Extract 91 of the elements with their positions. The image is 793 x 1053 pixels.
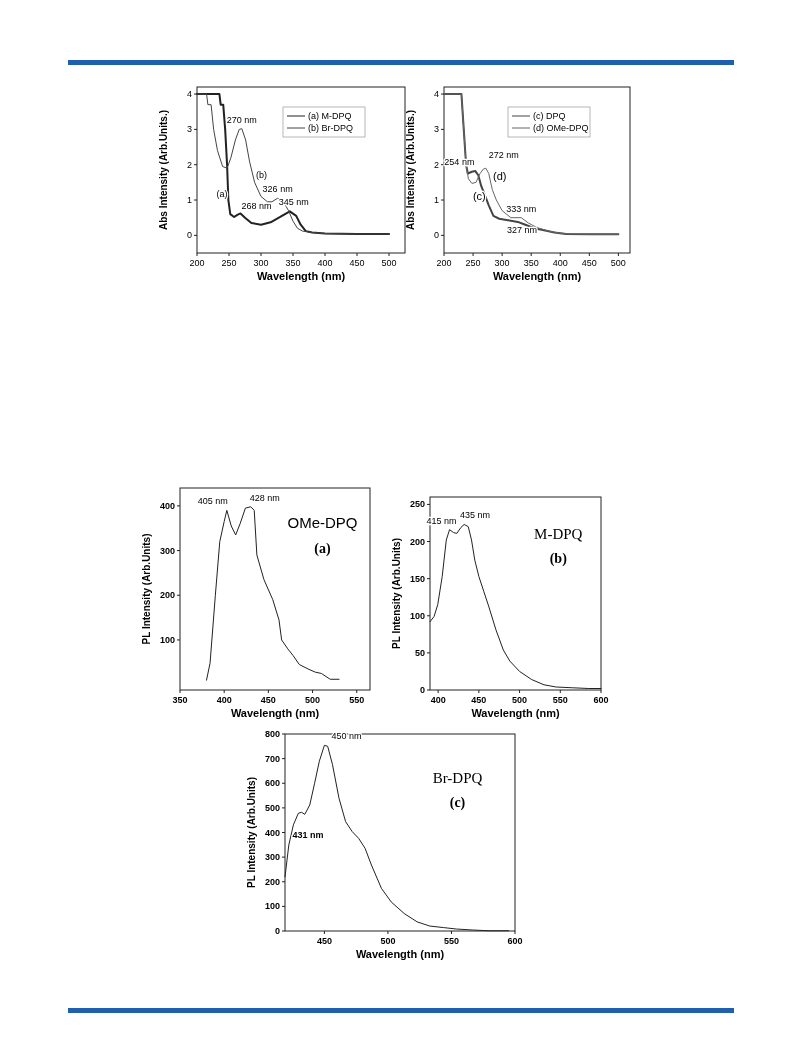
y-tick-label: 600	[264, 778, 280, 789]
y-tick-label: 2	[433, 159, 439, 170]
y-tick-label: 4	[186, 89, 192, 100]
y-tick-label: 100	[159, 634, 175, 645]
x-axis-title: Wavelength (nm)	[492, 270, 582, 282]
y-tick-label: 200	[409, 536, 425, 547]
y-tick-label: 1	[433, 195, 439, 206]
legend-label: (a) M-DPQ	[308, 111, 352, 121]
x-tick-label: 350	[285, 258, 301, 268]
annotation: 415 nm	[426, 515, 457, 526]
legend-label: (d) OMe-DPQ	[533, 123, 589, 133]
y-tick-label: 200	[264, 876, 280, 887]
x-tick-label: 500	[512, 695, 528, 705]
y-tick-label: 400	[264, 827, 280, 838]
x-axis-title: Wavelength (nm)	[471, 707, 560, 719]
x-tick-label: 500	[305, 695, 321, 705]
annotation: 327 nm	[507, 225, 538, 236]
x-tick-label: 400	[216, 695, 232, 705]
y-tick-label: 300	[264, 852, 280, 863]
x-tick-label: 350	[172, 695, 188, 705]
annotation: 405 nm	[197, 496, 228, 507]
legend-label: (b) Br-DPQ	[308, 123, 353, 133]
annotation: 270 nm	[226, 114, 257, 125]
x-tick-label: 550	[349, 695, 365, 705]
annotation: (c)	[449, 794, 466, 811]
x-tick-label: 450	[349, 258, 365, 268]
y-tick-label: 0	[274, 926, 280, 936]
annotation: M-DPQ	[534, 526, 583, 543]
y-axis-title: Abs Intensity (Arb.Units.)	[405, 109, 416, 231]
annotation: 272 nm	[488, 150, 519, 161]
x-tick-label: 600	[593, 695, 609, 705]
x-tick-label: 300	[253, 258, 269, 268]
annotation: (d)	[493, 169, 507, 182]
annotation: 435 nm	[460, 510, 491, 521]
annotation: 428 nm	[249, 492, 280, 503]
x-tick-label: 500	[381, 258, 397, 268]
annotation: Br-DPQ	[432, 770, 483, 787]
x-tick-label: 400	[552, 258, 568, 268]
y-tick-label: 0	[419, 685, 425, 695]
y-tick-label: 200	[159, 590, 175, 601]
y-axis-title: PL Intensity (Arb.Units)	[141, 533, 152, 645]
x-tick-label: 550	[443, 936, 459, 946]
y-tick-label: 300	[159, 545, 175, 556]
annotation: (c)	[472, 189, 486, 202]
annotation: (b)	[255, 170, 267, 181]
x-axis-title: Wavelength (nm)	[230, 707, 320, 719]
x-tick-label: 450	[471, 695, 487, 705]
x-tick-label: 450	[260, 695, 276, 705]
y-tick-label: 400	[159, 500, 175, 511]
annotation: (b)	[549, 550, 568, 567]
x-tick-label: 500	[380, 936, 396, 946]
annotation: (a)	[314, 540, 331, 557]
x-tick-label: 350	[523, 258, 539, 268]
y-tick-label: 100	[264, 901, 280, 912]
x-tick-label: 300	[494, 258, 510, 268]
y-tick-label: 800	[264, 729, 280, 739]
annotation: OMe-DPQ	[287, 514, 358, 532]
y-tick-label: 50	[414, 647, 425, 658]
annotation: (a)	[216, 188, 228, 199]
x-tick-label: 450	[581, 258, 597, 268]
y-tick-label: 3	[186, 124, 192, 135]
y-axis-title: Abs Intensity (Arb.Units.)	[158, 109, 169, 231]
y-tick-label: 1	[186, 195, 192, 206]
y-tick-label: 250	[409, 499, 425, 510]
x-axis-title: Wavelength (nm)	[256, 270, 346, 282]
y-tick-label: 150	[409, 573, 425, 584]
annotation: 326 nm	[262, 184, 293, 195]
y-tick-label: 700	[264, 753, 280, 764]
y-tick-label: 100	[409, 610, 425, 621]
y-tick-label: 4	[433, 89, 439, 100]
x-tick-label: 400	[317, 258, 333, 268]
annotation: 450 nm	[331, 731, 362, 742]
y-tick-label: 500	[264, 802, 280, 813]
y-axis-title: PL Intensity (Arb.Units)	[246, 777, 257, 888]
y-tick-label: 0	[186, 230, 192, 241]
x-tick-label: 500	[610, 258, 626, 268]
x-tick-label: 550	[552, 695, 568, 705]
annotation: 431 nm	[292, 830, 324, 841]
annotation: 333 nm	[506, 203, 537, 214]
y-tick-label: 0	[433, 230, 439, 241]
x-tick-label: 600	[507, 936, 523, 946]
x-tick-label: 250	[221, 258, 237, 268]
y-tick-label: 3	[433, 124, 439, 135]
x-tick-label: 450	[316, 936, 332, 946]
y-tick-label: 2	[186, 159, 192, 170]
x-tick-label: 250	[465, 258, 481, 268]
annotation: 268 nm	[241, 201, 272, 212]
x-axis-title: Wavelength (nm)	[355, 948, 445, 960]
annotation: 345 nm	[278, 197, 309, 208]
y-axis-title: PL Intensity (Arb.Units)	[391, 538, 402, 649]
legend-label: (c) DPQ	[533, 111, 566, 121]
